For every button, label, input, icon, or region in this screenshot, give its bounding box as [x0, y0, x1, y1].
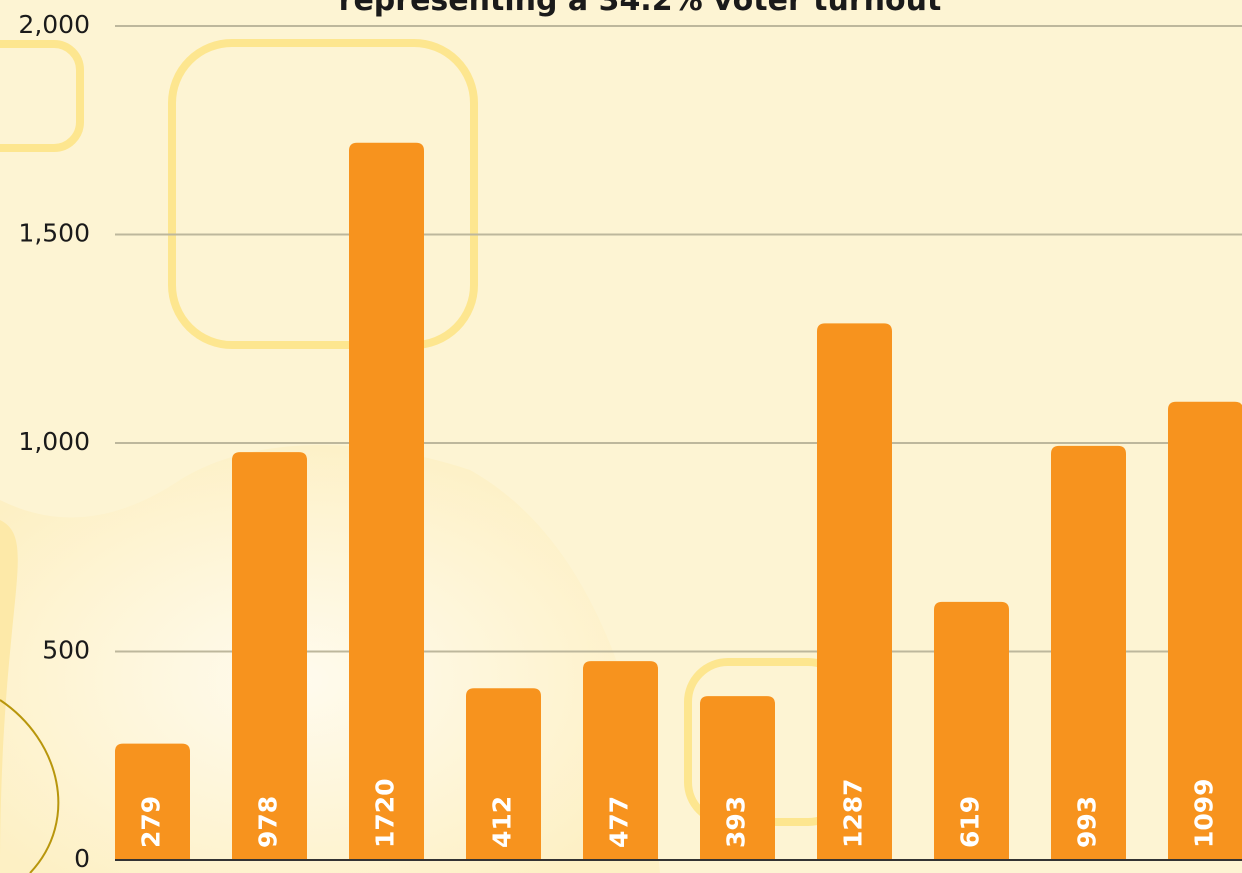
decor-square [168, 39, 478, 349]
data-label: 993 [1073, 796, 1102, 848]
data-label: 477 [605, 796, 634, 848]
data-label: 1720 [371, 778, 400, 848]
bar [1168, 401, 1242, 860]
bar [232, 452, 307, 860]
data-label: 978 [254, 796, 283, 848]
background-blob [0, 520, 18, 873]
decor-square [0, 40, 84, 152]
bar [700, 696, 775, 860]
y-tick-label: 0 [74, 844, 90, 873]
bar [115, 743, 190, 860]
bar [349, 142, 424, 860]
y-tick-label: 1,500 [18, 219, 90, 248]
chart-title: representing a 34.2% voter turnout [339, 0, 942, 18]
data-label: 619 [956, 796, 985, 848]
bar [934, 601, 1009, 860]
data-label: 412 [488, 796, 517, 848]
y-tick-label: 2,000 [18, 10, 90, 39]
bar [1051, 445, 1126, 860]
data-label: 393 [722, 796, 751, 848]
bar [817, 323, 892, 860]
data-label: 279 [137, 796, 166, 848]
data-label: 1099 [1190, 778, 1219, 848]
decor-curve [0, 699, 60, 873]
y-tick-label: 1,000 [18, 427, 90, 456]
bar [466, 688, 541, 860]
data-label: 1287 [839, 778, 868, 848]
bar [583, 661, 658, 860]
y-tick-label: 500 [42, 636, 90, 665]
